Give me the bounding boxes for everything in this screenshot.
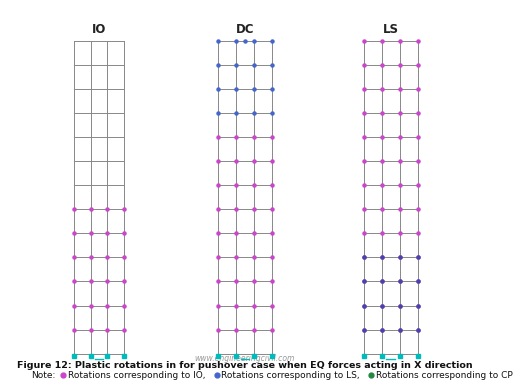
Text: IO: IO: [92, 23, 106, 36]
Text: Rotations corresponding to IO,: Rotations corresponding to IO,: [68, 371, 205, 380]
Text: Rotations corresponding to LS,: Rotations corresponding to LS,: [222, 371, 360, 380]
Text: DC: DC: [236, 23, 254, 36]
Text: LS: LS: [383, 23, 399, 36]
Text: Note:: Note:: [31, 371, 56, 380]
Text: www.engineeringcivil.com: www.engineeringcivil.com: [194, 354, 295, 363]
Text: Rotations corresponding to CP: Rotations corresponding to CP: [376, 371, 513, 380]
Text: Figure 12: Plastic rotations in for pushover case when EQ forces acting in X dir: Figure 12: Plastic rotations in for push…: [17, 361, 473, 370]
